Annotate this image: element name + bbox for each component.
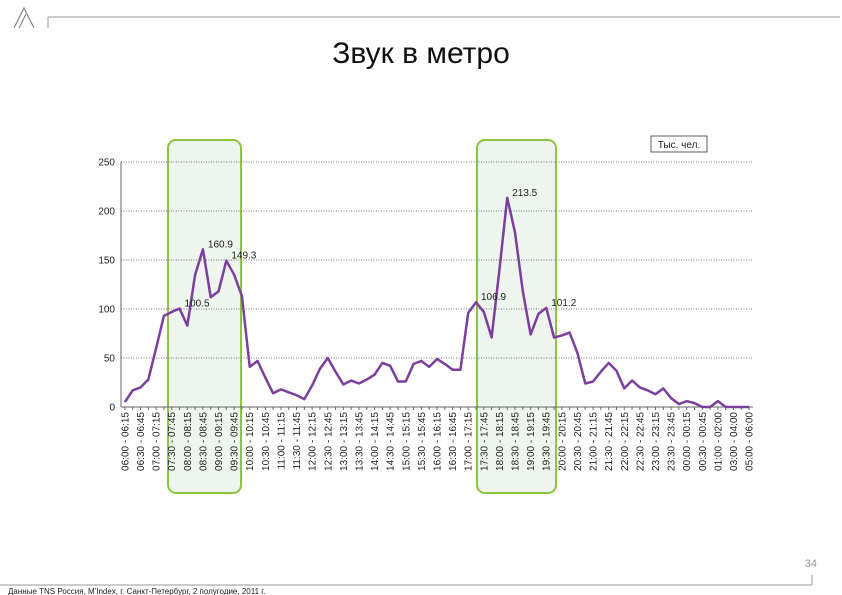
x-tick-label: 18:30 - 18:45 — [511, 412, 522, 471]
y-tick-label: 100 — [98, 305, 115, 316]
data-label: 106.9 — [481, 292, 506, 303]
x-tick-label: 08:00 - 08:15 — [183, 412, 194, 471]
x-tick-label: 13:30 - 13:45 — [354, 412, 365, 471]
x-tick-label: 14:30 - 14:45 — [386, 412, 397, 471]
x-tick-label: 11:30 - 11:45 — [292, 412, 303, 470]
footer-note: Данные TNS Россия, M'Index, г. Санкт-Пет… — [8, 587, 265, 595]
x-tick-label: 20:30 - 20:45 — [573, 412, 584, 471]
x-tick-label: 22:30 - 22:45 — [635, 412, 646, 471]
data-label: 213.5 — [512, 188, 537, 199]
x-tick-label: 12:30 - 12:45 — [323, 412, 334, 471]
data-label: 149.3 — [231, 251, 256, 262]
x-tick-label: 01:00 - 02:00 — [713, 412, 724, 471]
data-label: 160.9 — [208, 239, 233, 250]
data-line — [123, 196, 750, 409]
x-tick-label: 20:00 - 20:15 — [557, 412, 568, 471]
x-tick-label: 18:00 - 18:15 — [495, 412, 506, 471]
x-tick-label: 22:00 - 22:15 — [620, 412, 631, 471]
page-number: 34 — [805, 558, 817, 570]
x-tick-label: 05:00 - 06:00 — [745, 412, 756, 471]
x-tick-label: 00:30 - 00:45 — [698, 412, 709, 471]
x-tick-label: 07:30 - 07:45 — [167, 412, 178, 471]
x-tick-label: 11:00 - 11:15 — [276, 412, 287, 470]
y-tick-label: 200 — [98, 207, 115, 218]
x-tick-label: 07:00 - 07:15 — [152, 412, 163, 471]
x-tick-label: 17:00 - 17:15 — [464, 412, 475, 471]
x-tick-label: 06:00 - 06:15 — [120, 412, 131, 471]
x-tick-label: 14:00 - 14:15 — [370, 412, 381, 471]
unit-label: Тыс. чел. — [658, 140, 700, 151]
x-tick-label: 15:00 - 15:15 — [401, 412, 412, 471]
x-tick-label: 03:00 - 04:00 — [729, 412, 740, 471]
x-tick-label: 19:00 - 19:15 — [526, 412, 537, 471]
x-tick-label: 08:30 - 08:45 — [198, 412, 209, 471]
y-tick-label: 0 — [109, 403, 115, 414]
x-tick-label: 19:30 - 19:45 — [542, 412, 553, 471]
data-label: 100.5 — [185, 299, 210, 310]
x-tick-label: 00:00 - 00:15 — [682, 412, 693, 471]
x-tick-label: 06:30 - 06:45 — [136, 412, 147, 471]
x-tick-label: 21:00 - 21:15 — [589, 412, 600, 471]
x-tick-label: 10:30 - 10:45 — [261, 412, 272, 471]
logo — [13, 6, 35, 29]
x-tick-label: 12:00 - 12:15 — [308, 412, 319, 471]
x-tick-label: 17:30 - 17:45 — [479, 412, 490, 471]
x-tick-label: 15:30 - 15:45 — [417, 412, 428, 471]
x-tick-label: 16:30 - 16:45 — [448, 412, 459, 471]
x-tick-label: 13:00 - 13:15 — [339, 412, 350, 471]
x-tick-label: 09:30 - 09:45 — [230, 412, 241, 471]
slide-title: Звук в метро — [332, 37, 510, 70]
unit-box — [650, 135, 708, 153]
x-tick-label: 21:30 - 21:45 — [604, 412, 615, 471]
x-tick-label: 23:00 - 23:15 — [651, 412, 662, 471]
x-tick-label: 09:00 - 09:15 — [214, 412, 225, 471]
x-tick-label: 16:00 - 16:15 — [433, 412, 444, 471]
y-tick-label: 50 — [104, 354, 116, 365]
highlight-box — [476, 139, 557, 494]
y-tick-label: 150 — [98, 256, 115, 267]
x-tick-label: 23:30 - 23:45 — [667, 412, 678, 471]
highlight-box — [167, 139, 242, 494]
data-label: 101.2 — [551, 298, 576, 309]
x-tick-label: 10:00 - 10:15 — [245, 412, 256, 471]
y-tick-label: 250 — [98, 158, 115, 169]
plot: 0 50 100 150 200 250 06:00 - 06:15 06:30 - 06:4… — [98, 158, 755, 471]
